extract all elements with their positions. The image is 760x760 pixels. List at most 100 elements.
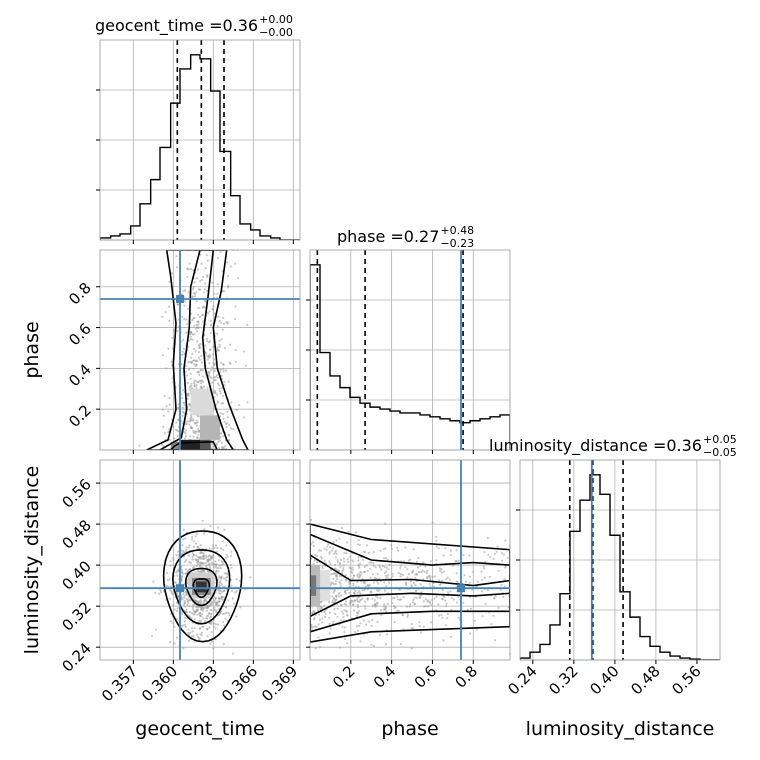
scatter-point — [211, 308, 214, 311]
scatter-point — [190, 538, 194, 541]
scatter-point — [185, 598, 188, 601]
scatter-point — [357, 559, 360, 562]
scatter-point — [169, 620, 172, 623]
scatter-point — [192, 269, 195, 272]
scatter-point — [170, 591, 173, 595]
scatter-point — [230, 401, 233, 404]
scatter-point — [344, 600, 347, 603]
scatter-point — [340, 604, 343, 607]
scatter-point — [202, 552, 205, 555]
scatter-point — [196, 633, 199, 636]
contour-line — [310, 523, 510, 643]
scatter-point — [193, 363, 196, 366]
scatter-point — [200, 262, 203, 265]
scatter-point — [212, 345, 215, 348]
scatter-point — [393, 604, 396, 608]
scatter-point — [313, 618, 316, 621]
scatter-point — [316, 607, 320, 611]
hist-geocent-time-panel — [99, 39, 301, 241]
scatter-point — [191, 419, 195, 422]
scatter-point — [386, 558, 389, 561]
scatter-point — [222, 370, 225, 373]
scatter-point — [212, 305, 215, 308]
scatter-point — [361, 597, 364, 600]
scatter-point — [449, 590, 452, 593]
scatter-point — [311, 612, 314, 615]
scatter-point — [190, 331, 193, 334]
scatter-point — [343, 626, 347, 629]
scatter-point — [184, 331, 188, 334]
scatter-point — [214, 601, 217, 604]
scatter-point — [199, 280, 202, 283]
scatter-point — [351, 568, 354, 571]
scatter-point — [220, 441, 223, 444]
scatter-point — [499, 588, 502, 591]
scatter-point — [222, 322, 225, 325]
scatter-point — [385, 566, 388, 569]
scatter-point — [176, 574, 179, 577]
scatter-point — [413, 602, 416, 605]
scatter-point — [426, 599, 429, 602]
scatter-point — [216, 283, 219, 286]
scatter-point — [175, 421, 178, 424]
scatter-point — [431, 575, 434, 578]
scatter-point — [160, 443, 163, 446]
scatter-point — [189, 599, 192, 602]
scatter-point — [437, 547, 440, 550]
scatter-point — [359, 622, 362, 625]
scatter-point — [216, 382, 220, 385]
scatter-point — [229, 362, 232, 366]
scatter-point — [369, 576, 372, 579]
scatter-point — [450, 596, 453, 599]
scatter-point — [388, 563, 391, 567]
scatter-point — [357, 556, 360, 559]
scatter-point — [217, 597, 221, 600]
scatter-point — [197, 433, 200, 436]
scatter-point — [420, 594, 423, 597]
scatter-point — [408, 605, 411, 608]
scatter-point — [384, 522, 387, 525]
scatter-point — [206, 274, 209, 277]
scatter-point — [469, 607, 473, 610]
scatter-point — [222, 595, 225, 599]
scatter-point — [417, 556, 420, 560]
scatter-point — [194, 327, 197, 330]
scatter-point — [332, 620, 335, 623]
scatter-point — [424, 598, 427, 601]
scatter-point — [184, 423, 187, 426]
scatter-point — [217, 567, 220, 570]
scatter-point — [219, 432, 223, 435]
scatter-point — [388, 581, 391, 584]
scatter-point — [313, 616, 316, 619]
title-phase-prefix: phase = — [337, 227, 404, 246]
scatter-point — [406, 576, 409, 579]
scatter-point — [207, 312, 210, 315]
scatter-point — [184, 421, 187, 424]
scatter-point — [216, 325, 219, 328]
scatter-point — [378, 564, 381, 568]
scatter-point — [171, 377, 174, 380]
scatter-point — [471, 570, 475, 573]
scatter-point — [395, 546, 399, 549]
scatter-point — [371, 597, 374, 600]
scatter-point — [207, 370, 210, 374]
scatter-point — [342, 568, 345, 572]
scatter-point — [342, 616, 345, 619]
scatter-point — [202, 306, 205, 309]
scatter-point — [210, 561, 213, 564]
scatter-point — [177, 403, 180, 406]
scatter-point — [356, 573, 359, 577]
scatter-point — [312, 626, 315, 629]
scatter-point — [214, 391, 217, 395]
scatter-point — [196, 545, 199, 549]
scatter-point — [377, 582, 380, 585]
scatter-point — [428, 582, 431, 585]
scatter-point — [168, 305, 171, 308]
scatter-point — [189, 356, 193, 359]
scatter-point — [199, 315, 202, 318]
scatter-point — [387, 568, 390, 571]
scatter-point — [195, 561, 198, 564]
scatter-point — [154, 591, 157, 594]
scatter-point — [154, 628, 157, 631]
scatter-point — [177, 550, 180, 553]
